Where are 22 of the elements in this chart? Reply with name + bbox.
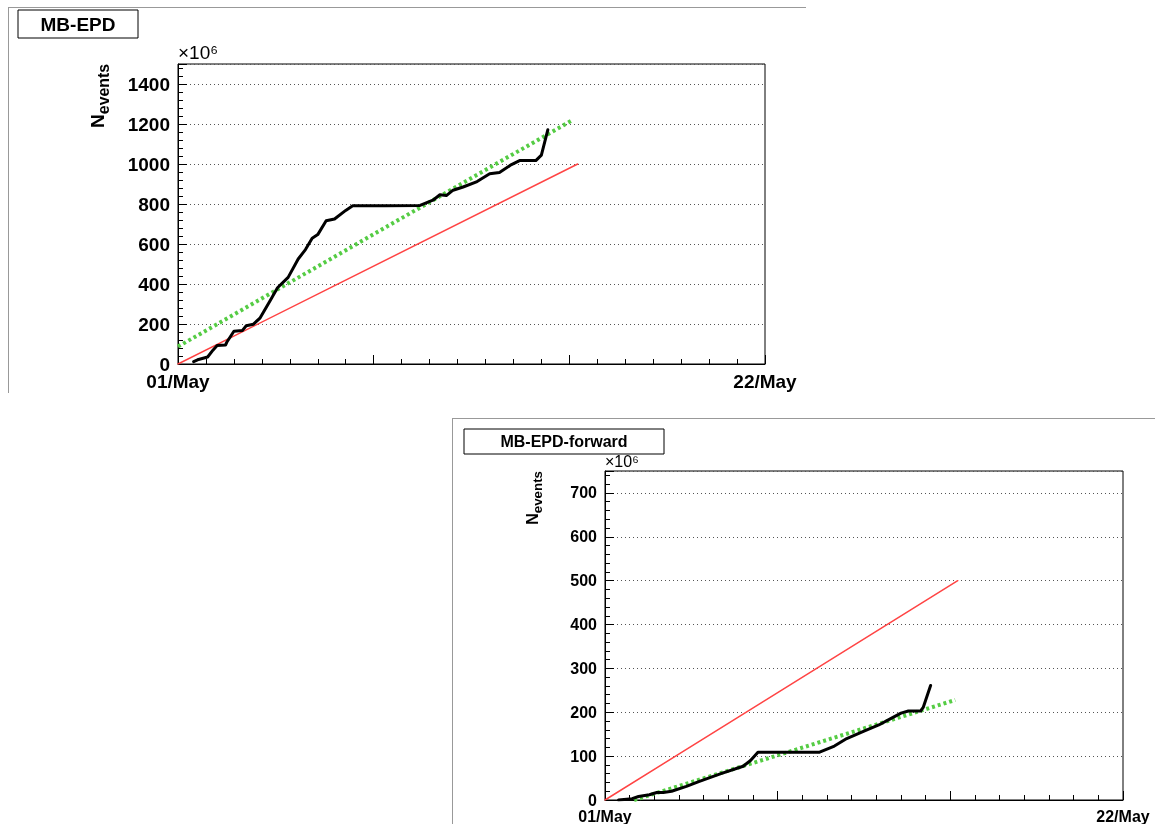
y-tick-label: 400 [138, 273, 170, 295]
text: ×10⁶ [605, 452, 639, 470]
y-tick-label: 1400 [127, 73, 170, 95]
x-tick-label: 01/May [578, 807, 632, 824]
x-tick-label: 22/May [733, 371, 798, 392]
chart-title: MB-EPD-forward [500, 433, 628, 450]
y-tick-label: 100 [570, 747, 598, 765]
y-tick-label: 600 [138, 233, 170, 255]
y-tick-label: 1000 [127, 153, 170, 175]
x-tick-label: 22/May [1096, 807, 1150, 824]
y-tick-label: 800 [138, 193, 170, 215]
text: ×10⁶ [178, 42, 219, 63]
y-tick-label: 200 [138, 313, 170, 335]
y-tick-label: 500 [570, 572, 598, 590]
y-tick-label: 0 [588, 791, 598, 809]
y-tick-label: 600 [570, 528, 598, 546]
y-tick-label: 700 [570, 484, 598, 502]
y-tick-label: 200 [570, 703, 598, 721]
y-tick-label: 300 [570, 659, 598, 677]
chart-title: MB-EPD [40, 13, 116, 35]
y-tick-label: 1200 [127, 113, 170, 135]
y-tick-label: 400 [570, 616, 598, 634]
